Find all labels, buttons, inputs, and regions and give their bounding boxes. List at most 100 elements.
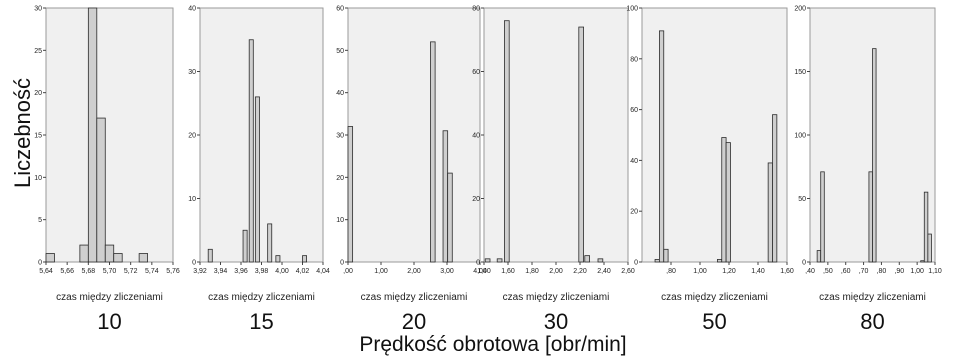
x-tick-label: 5,74 [145, 268, 159, 275]
x-tick-label: 5,76 [166, 268, 180, 275]
y-tick-label: 0 [476, 260, 480, 267]
x-tick-label: ,90 [894, 268, 904, 275]
x-tick-label: 4,00 [473, 268, 487, 275]
x-tick-label: 2,00 [407, 268, 421, 275]
histogram-bar [430, 41, 436, 263]
y-tick-label: 30 [336, 133, 344, 140]
y-tick-label: 0 [192, 260, 196, 267]
histogram-bar [663, 248, 669, 263]
x-tick-label: 1,10 [928, 268, 942, 275]
x-tick-label: ,70 [859, 268, 869, 275]
histogram-bar [302, 255, 307, 263]
histogram-bar [275, 255, 281, 263]
histogram-bar [254, 96, 260, 263]
y-tick-label: 40 [630, 158, 638, 165]
histogram-bar [717, 259, 723, 263]
x-tick-label: 1,40 [751, 268, 765, 275]
x-tick-label: 1,40 [477, 268, 491, 275]
panel-speed-label: 30 [544, 309, 568, 334]
y-tick-label: 100 [626, 6, 638, 13]
x-tick-label: 3,94 [214, 268, 228, 275]
histogram-bar [138, 253, 148, 263]
panel-subtitle: czas między zliczeniami [208, 292, 315, 303]
y-tick-label: 25 [34, 48, 42, 55]
x-tick-label: 5,66 [60, 268, 74, 275]
x-tick-label: 1,00 [693, 268, 707, 275]
x-tick-label: 1,60 [501, 268, 515, 275]
histogram-panel-50: 0 20 40 60 80 100 ,80 1,00 1,20 1,40 1,60 czas międ… [626, 6, 794, 335]
plot-area [45, 7, 174, 263]
y-tick-label: 40 [188, 6, 196, 13]
y-tick-label: 60 [472, 69, 480, 76]
y-tick-label: 0 [340, 260, 344, 267]
y-tick-label: 0 [802, 260, 806, 267]
histogram-panel-10: 0 5 10 15 20 25 30 5,64 5,66 5,68 5,70 5,72 5,74 5,76… [34, 6, 180, 335]
y-tick-label: 60 [630, 107, 638, 114]
y-tick-label: 40 [336, 90, 344, 97]
histogram-panel-30: 0 20 40 60 80 1,40 1,60 1,80 2,00 2,20 2,40 2,60 cza… [472, 6, 635, 335]
x-tick-label: 2,60 [621, 268, 635, 275]
histogram-bar [816, 250, 822, 263]
y-tick-label: 60 [336, 6, 344, 13]
histogram-bar [872, 48, 877, 263]
panel-subtitle: czas między zliczeniami [503, 292, 610, 303]
y-tick-label: 200 [794, 6, 806, 13]
histogram-bar [96, 117, 106, 263]
y-tick-label: 10 [34, 175, 42, 182]
x-tick-label: 4,02 [296, 268, 310, 275]
histogram-bar [248, 39, 254, 263]
histogram-bar [242, 229, 248, 263]
y-tick-label: 10 [188, 196, 196, 203]
plot-area [199, 7, 324, 263]
y-tick-label: 40 [472, 133, 480, 140]
plot-area [641, 7, 788, 263]
y-tick-label: 15 [34, 133, 42, 140]
histogram-bar [597, 258, 604, 263]
y-tick-label: 150 [794, 69, 806, 76]
x-tick-label: 3,98 [255, 268, 269, 275]
histogram-bar [113, 253, 123, 263]
y-tick-label: 10 [336, 217, 344, 224]
histogram-bar [654, 259, 660, 263]
x-tick-label: ,80 [877, 268, 887, 275]
x-tick-label: 1,00 [374, 268, 388, 275]
y-axis-label: Liczebność [10, 78, 35, 188]
histogram-bar [45, 253, 55, 263]
x-tick-label: 4,04 [316, 268, 330, 275]
histogram-panels: 0 5 10 15 20 25 30 5,64 5,66 5,68 5,70 5,72 5,74 5,76… [34, 6, 942, 335]
y-tick-label: 0 [38, 260, 42, 267]
histogram-bar [207, 248, 213, 263]
panel-subtitle: czas między zliczeniami [661, 292, 768, 303]
y-tick-label: 5 [38, 217, 42, 224]
histogram-bar [772, 114, 778, 263]
panel-speed-label: 50 [702, 309, 726, 334]
y-tick-label: 100 [794, 133, 806, 140]
panel-speed-label: 10 [97, 309, 121, 334]
panel-subtitle: czas między zliczeniami [819, 292, 926, 303]
panel-speed-label: 15 [249, 309, 273, 334]
x-tick-label: 4,00 [275, 268, 289, 275]
histogram-bar [79, 244, 89, 263]
y-tick-label: 80 [472, 6, 480, 13]
x-tick-label: ,40 [805, 268, 815, 275]
y-tick-label: 0 [634, 260, 638, 267]
histogram-bar [927, 233, 932, 263]
x-tick-label: 1,00 [910, 268, 924, 275]
histogram-bar [484, 258, 491, 263]
histogram-bar [267, 223, 273, 263]
x-tick-label: ,50 [823, 268, 833, 275]
x-tick-label: 5,64 [39, 268, 53, 275]
histogram-bar [442, 130, 449, 263]
x-tick-label: 2,00 [549, 268, 563, 275]
histogram-bar [584, 255, 590, 263]
panel-speed-label: 20 [402, 309, 426, 334]
x-tick-label: 3,96 [234, 268, 248, 275]
x-tick-label: 1,20 [722, 268, 736, 275]
x-tick-label: ,80 [666, 268, 676, 275]
histogram-panel-20: 0 10 20 30 40 50 60 ,00 1,00 2,00 3,00 4,00 czas mię… [336, 6, 487, 335]
panel-subtitle: czas między zliczeniami [56, 292, 163, 303]
x-tick-label: 5,72 [124, 268, 138, 275]
x-tick-label: ,00 [343, 268, 353, 275]
histogram-bar [659, 30, 665, 263]
